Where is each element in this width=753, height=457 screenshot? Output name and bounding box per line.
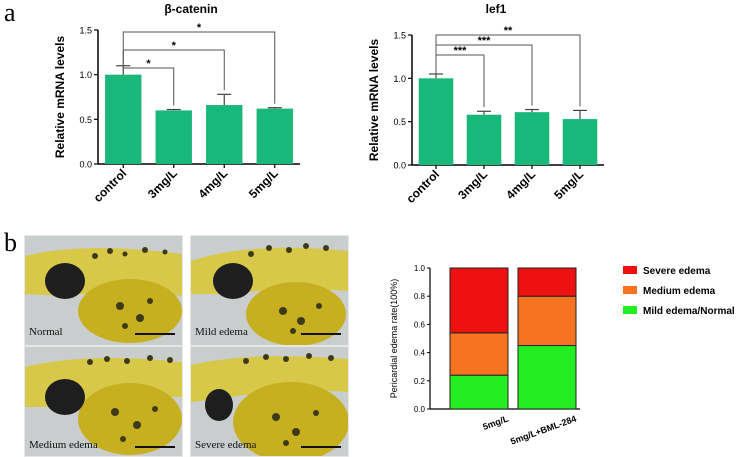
scale-bar	[135, 333, 175, 335]
photo-label-medium: Medium edema	[29, 439, 98, 451]
x-tick-label: 5mg/L+BML-284	[509, 413, 578, 446]
photo-medium-edema: Medium edema	[24, 346, 183, 457]
lef1-chart: lef1 Relative mRNA levels 0.0 0.5 1.0 1.5 cont…	[367, 2, 604, 206]
stacked-segment	[449, 267, 509, 334]
x-tick-label: 5mg/L	[481, 413, 510, 432]
photo-normal: Normal	[24, 235, 183, 346]
larva-mild-image	[191, 236, 348, 345]
legend-label: Medium edema	[643, 286, 716, 297]
bar	[155, 110, 192, 164]
y-tick-label: 0.2	[414, 377, 426, 386]
scale-bar	[301, 446, 341, 448]
beta-catenin-chart: β-catenin Relative mRNA levels 0.0 0.5 1.0 1.…	[53, 2, 300, 205]
x-tick-label: 3mg/L	[455, 167, 490, 202]
x-tick-label: 4mg/L	[503, 167, 538, 202]
legend-swatch	[623, 286, 637, 294]
legend-label: Mild edema/Normal	[643, 306, 735, 317]
y-tick-label: 0.6	[414, 320, 426, 329]
stacked-segment	[517, 267, 577, 297]
y-tick-label: 0.8	[414, 292, 426, 301]
larva-medium-image	[25, 347, 182, 456]
bar	[514, 112, 550, 165]
significance-label: **	[504, 25, 513, 37]
y-tick-label: 1.0	[79, 70, 92, 80]
panel-b-letter: b	[4, 228, 17, 257]
y-tick-label: 0.0	[79, 160, 92, 170]
x-tick-label: 5mg/L	[551, 167, 586, 202]
photo-mild-edema: Mild edema	[190, 235, 349, 346]
bar	[466, 114, 502, 165]
photo-severe-edema: Severe edema	[190, 346, 349, 457]
bar	[418, 78, 454, 165]
y-tick-label: 0.5	[79, 115, 92, 125]
legend-label: Severe edema	[643, 266, 711, 277]
x-tick-label: 3mg/L	[145, 166, 180, 201]
y-tick-label: 0.0	[393, 161, 406, 171]
chart-title: β-catenin	[164, 2, 217, 16]
significance-bracket	[122, 31, 276, 104]
y-tick-label: 0.0	[414, 405, 426, 414]
scale-bar	[135, 446, 175, 448]
bar	[206, 105, 243, 164]
significance-label: *	[146, 58, 151, 70]
significance-label: *	[172, 40, 177, 52]
pericardial-edema-chart: Pericardial edema rate(100%) 0.0 0.2 0.4 0.6…	[389, 264, 735, 447]
significance-label: *	[197, 22, 202, 34]
y-tick-label: 0.4	[414, 349, 426, 358]
y-tick-label: 1.5	[393, 31, 406, 41]
x-tick-label: control	[91, 166, 130, 205]
photo-label-mild: Mild edema	[195, 326, 248, 338]
larva-severe-image	[191, 347, 348, 456]
significance-bracket	[435, 34, 581, 107]
legend-swatch	[623, 306, 637, 314]
y-tick-label: 1.5	[79, 26, 92, 36]
photo-label-severe: Severe edema	[195, 439, 257, 451]
scale-bar	[301, 333, 341, 335]
x-tick-label: 4mg/L	[195, 166, 230, 201]
photo-label-normal: Normal	[29, 326, 63, 338]
bar	[562, 119, 598, 165]
y-tick-label: 0.5	[393, 117, 406, 127]
bar	[105, 74, 142, 164]
y-axis-label: Relative mRNA levels	[53, 36, 67, 159]
legend-swatch	[623, 266, 637, 274]
y-axis-label: Pericardial edema rate(100%)	[389, 279, 399, 399]
x-tick-label: control	[403, 167, 442, 206]
significance-label: ***	[454, 45, 468, 57]
y-tick-label: 1.0	[414, 264, 426, 273]
significance-bracket	[122, 65, 175, 106]
panel-a-letter: a	[4, 0, 16, 27]
stacked-segment	[517, 295, 577, 347]
stacked-segment	[517, 345, 577, 410]
significance-label: ***	[478, 35, 492, 47]
x-tick-label: 5mg/L	[246, 166, 281, 201]
y-tick-label: 1.0	[393, 74, 406, 84]
chart-title: lef1	[486, 2, 507, 16]
stacked-segment	[449, 332, 509, 376]
bar	[256, 108, 293, 164]
larva-normal-image	[25, 236, 182, 345]
stacked-segment	[449, 374, 509, 410]
y-axis-label: Relative mRNA levels	[367, 39, 381, 162]
